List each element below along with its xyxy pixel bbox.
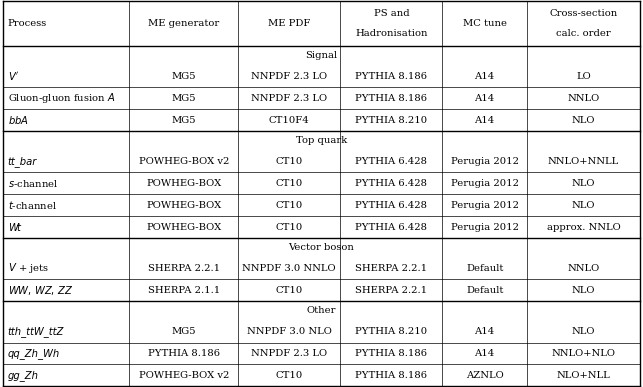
Text: PYTHIA 8.186: PYTHIA 8.186	[356, 349, 428, 358]
Text: Perugia 2012: Perugia 2012	[451, 223, 519, 231]
Text: PYTHIA 8.210: PYTHIA 8.210	[356, 327, 428, 336]
Text: POWHEG-BOX: POWHEG-BOX	[146, 179, 221, 188]
Text: PYTHIA 6.428: PYTHIA 6.428	[356, 157, 428, 166]
Text: NLO: NLO	[572, 179, 595, 188]
Text: $V'$: $V'$	[8, 70, 19, 82]
Text: gg_Zh: gg_Zh	[8, 370, 39, 381]
Text: NLO: NLO	[572, 286, 595, 295]
Text: MG5: MG5	[172, 72, 196, 81]
Text: NNPDF 3.0 NNLO: NNPDF 3.0 NNLO	[242, 264, 336, 273]
Text: SHERPA 2.2.1: SHERPA 2.2.1	[356, 286, 428, 295]
Text: Vector boson: Vector boson	[289, 243, 354, 252]
Text: NNLO: NNLO	[567, 94, 599, 103]
Text: $WW$, $WZ$, $ZZ$: $WW$, $WZ$, $ZZ$	[8, 284, 73, 297]
Text: NNPDF 2.3 LO: NNPDF 2.3 LO	[251, 94, 327, 103]
Text: NLO: NLO	[572, 116, 595, 125]
Text: CT10: CT10	[276, 179, 303, 188]
Text: SHERPA 2.1.1: SHERPA 2.1.1	[148, 286, 220, 295]
Text: POWHEG-BOX: POWHEG-BOX	[146, 223, 221, 231]
Text: NNPDF 3.0 NLO: NNPDF 3.0 NLO	[247, 327, 332, 336]
Text: NNLO: NNLO	[567, 264, 599, 273]
Text: NLO: NLO	[572, 201, 595, 210]
Text: NLO+NLL: NLO+NLL	[556, 371, 610, 380]
Text: Process: Process	[8, 19, 47, 28]
Text: SHERPA 2.2.1: SHERPA 2.2.1	[356, 264, 428, 273]
Text: PYTHIA 6.428: PYTHIA 6.428	[356, 201, 428, 210]
Text: Cross-section: Cross-section	[549, 9, 617, 18]
Text: MG5: MG5	[172, 94, 196, 103]
Text: Perugia 2012: Perugia 2012	[451, 179, 519, 188]
Text: PYTHIA 8.186: PYTHIA 8.186	[148, 349, 220, 358]
Text: tt_bar: tt_bar	[8, 156, 37, 167]
Text: PYTHIA 8.186: PYTHIA 8.186	[356, 72, 428, 81]
Text: A14: A14	[475, 94, 495, 103]
Text: $s$-channel: $s$-channel	[8, 178, 58, 189]
Text: Other: Other	[307, 307, 336, 315]
Text: Default: Default	[466, 264, 503, 273]
Text: calc. order: calc. order	[556, 29, 611, 38]
Text: qq_Zh_Wh: qq_Zh_Wh	[8, 348, 60, 359]
Text: ME PDF: ME PDF	[268, 19, 311, 28]
Text: NNPDF 2.3 LO: NNPDF 2.3 LO	[251, 72, 327, 81]
Text: POWHEG-BOX v2: POWHEG-BOX v2	[139, 371, 229, 380]
Text: CT10F4: CT10F4	[269, 116, 310, 125]
Text: PYTHIA 6.428: PYTHIA 6.428	[356, 223, 428, 231]
Text: PYTHIA 8.186: PYTHIA 8.186	[356, 94, 428, 103]
Text: LO: LO	[576, 72, 591, 81]
Text: Default: Default	[466, 286, 503, 295]
Text: NLO: NLO	[572, 327, 595, 336]
Text: tth_ttW_ttZ: tth_ttW_ttZ	[8, 326, 64, 337]
Text: A14: A14	[475, 72, 495, 81]
Text: PYTHIA 8.210: PYTHIA 8.210	[356, 116, 428, 125]
Text: Perugia 2012: Perugia 2012	[451, 157, 519, 166]
Text: NNPDF 2.3 LO: NNPDF 2.3 LO	[251, 349, 327, 358]
Text: A14: A14	[475, 327, 495, 336]
Text: $W\!t$: $W\!t$	[8, 221, 23, 233]
Text: A14: A14	[475, 349, 495, 358]
Text: Signal: Signal	[305, 51, 338, 60]
Text: MG5: MG5	[172, 327, 196, 336]
Text: PYTHIA 6.428: PYTHIA 6.428	[356, 179, 428, 188]
Text: CT10: CT10	[276, 201, 303, 210]
Text: PS and: PS and	[374, 9, 409, 18]
Text: Top quark: Top quark	[296, 136, 347, 145]
Text: $V$ + jets: $V$ + jets	[8, 261, 49, 276]
Text: NNLO+NNLL: NNLO+NNLL	[548, 157, 619, 166]
Text: AZNLO: AZNLO	[466, 371, 503, 380]
Text: CT10: CT10	[276, 371, 303, 380]
Text: CT10: CT10	[276, 286, 303, 295]
Text: POWHEG-BOX v2: POWHEG-BOX v2	[139, 157, 229, 166]
Text: CT10: CT10	[276, 157, 303, 166]
Text: NNLO+NLO: NNLO+NLO	[552, 349, 615, 358]
Text: MG5: MG5	[172, 116, 196, 125]
Text: SHERPA 2.2.1: SHERPA 2.2.1	[148, 264, 220, 273]
Text: PYTHIA 8.186: PYTHIA 8.186	[356, 371, 428, 380]
Text: MC tune: MC tune	[463, 19, 507, 28]
Text: approx. NNLO: approx. NNLO	[547, 223, 620, 231]
Text: POWHEG-BOX: POWHEG-BOX	[146, 201, 221, 210]
Text: Perugia 2012: Perugia 2012	[451, 201, 519, 210]
Text: Gluon-gluon fusion $A$: Gluon-gluon fusion $A$	[8, 91, 115, 105]
Text: A14: A14	[475, 116, 495, 125]
Text: $bbA$: $bbA$	[8, 114, 28, 126]
Text: ME generator: ME generator	[149, 19, 219, 28]
Text: $t$-channel: $t$-channel	[8, 199, 57, 211]
Text: CT10: CT10	[276, 223, 303, 231]
Text: Hadronisation: Hadronisation	[355, 29, 428, 38]
